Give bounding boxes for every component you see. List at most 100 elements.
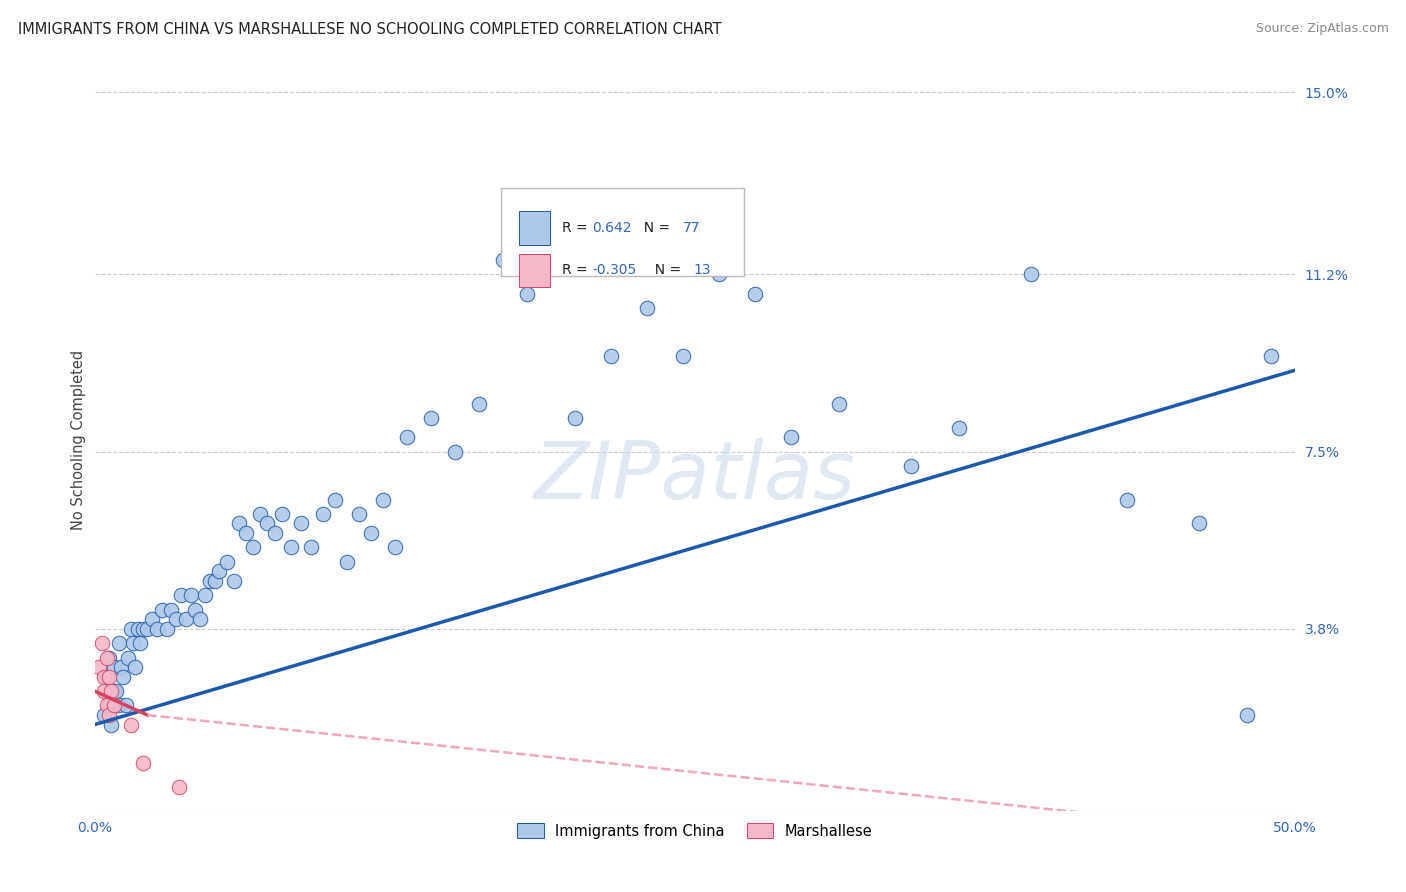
Point (371, 492, 394, 507)
Point (290, 516, 312, 531)
Point (184, 603, 207, 617)
Text: Source: ZipAtlas.com: Source: ZipAtlas.com (1256, 22, 1389, 36)
Point (110, 660, 132, 674)
Point (467, 397, 489, 411)
Point (744, 286, 766, 301)
Point (93, 670, 115, 684)
Point (89, 660, 111, 674)
Text: 13: 13 (693, 263, 711, 277)
Point (249, 507, 271, 521)
Point (360, 526, 382, 541)
Point (900, 458, 922, 473)
Point (194, 588, 217, 602)
Point (419, 411, 441, 425)
Point (235, 526, 257, 541)
Point (188, 612, 211, 626)
Point (160, 603, 183, 617)
Text: R =: R = (561, 263, 592, 277)
Point (98, 670, 121, 684)
Point (1019, 268, 1042, 282)
Point (198, 574, 221, 588)
Point (256, 516, 278, 531)
Point (120, 622, 142, 636)
Point (170, 588, 193, 602)
Point (98, 698, 121, 713)
Point (599, 349, 621, 363)
Point (828, 397, 851, 411)
Point (112, 670, 135, 684)
Point (146, 622, 169, 636)
Point (155, 622, 177, 636)
Text: 0.642: 0.642 (592, 220, 631, 235)
Point (263, 526, 285, 541)
Point (242, 541, 264, 555)
Point (780, 430, 803, 444)
Point (174, 612, 197, 626)
Text: 77: 77 (682, 220, 700, 235)
Point (167, 780, 190, 794)
Point (127, 622, 149, 636)
Point (103, 660, 125, 674)
Point (107, 636, 129, 650)
Point (129, 636, 152, 650)
Point (280, 541, 302, 555)
Point (122, 636, 145, 650)
Point (1260, 349, 1282, 363)
Point (347, 507, 370, 521)
Point (672, 349, 695, 363)
Point (228, 516, 250, 531)
Point (299, 541, 322, 555)
Point (215, 555, 238, 569)
Point (443, 444, 465, 458)
Point (93, 684, 115, 698)
Point (323, 492, 346, 507)
Point (384, 541, 406, 555)
Point (103, 698, 125, 713)
Point (136, 622, 159, 636)
Point (93, 708, 115, 723)
Point (141, 612, 163, 626)
Point (98, 708, 121, 723)
Point (1116, 492, 1139, 507)
Text: -0.305: -0.305 (592, 263, 637, 277)
Point (222, 574, 245, 588)
Text: N =: N = (634, 220, 673, 235)
Legend: Immigrants from China, Marshallese: Immigrants from China, Marshallese (512, 817, 879, 845)
Point (540, 238, 562, 252)
Point (564, 411, 586, 425)
Point (165, 612, 187, 626)
Point (707, 268, 730, 282)
Point (103, 684, 125, 698)
Point (120, 717, 142, 731)
Text: ZIPatlas: ZIPatlas (534, 438, 856, 516)
Point (516, 286, 538, 301)
Point (636, 301, 658, 315)
Text: IMMIGRANTS FROM CHINA VS MARSHALLESE NO SCHOOLING COMPLETED CORRELATION CHART: IMMIGRANTS FROM CHINA VS MARSHALLESE NO … (18, 22, 721, 37)
Point (90, 636, 112, 650)
Point (96, 670, 118, 684)
Point (117, 650, 139, 665)
Point (270, 507, 292, 521)
Text: R =: R = (561, 220, 592, 235)
Point (100, 717, 122, 731)
Point (180, 588, 202, 602)
Point (131, 622, 153, 636)
Point (96, 650, 118, 665)
Y-axis label: No Schooling Completed: No Schooling Completed (72, 350, 86, 530)
Text: N =: N = (645, 263, 685, 277)
Point (131, 756, 153, 770)
Point (395, 430, 418, 444)
Point (1188, 516, 1211, 531)
Point (948, 420, 970, 434)
Point (98, 650, 121, 665)
Point (150, 603, 173, 617)
Point (492, 253, 515, 268)
Point (208, 565, 231, 579)
Point (311, 507, 333, 521)
Point (336, 555, 359, 569)
Point (204, 574, 226, 588)
Point (105, 684, 128, 698)
Point (96, 698, 118, 713)
Point (100, 684, 122, 698)
Point (1236, 708, 1258, 723)
